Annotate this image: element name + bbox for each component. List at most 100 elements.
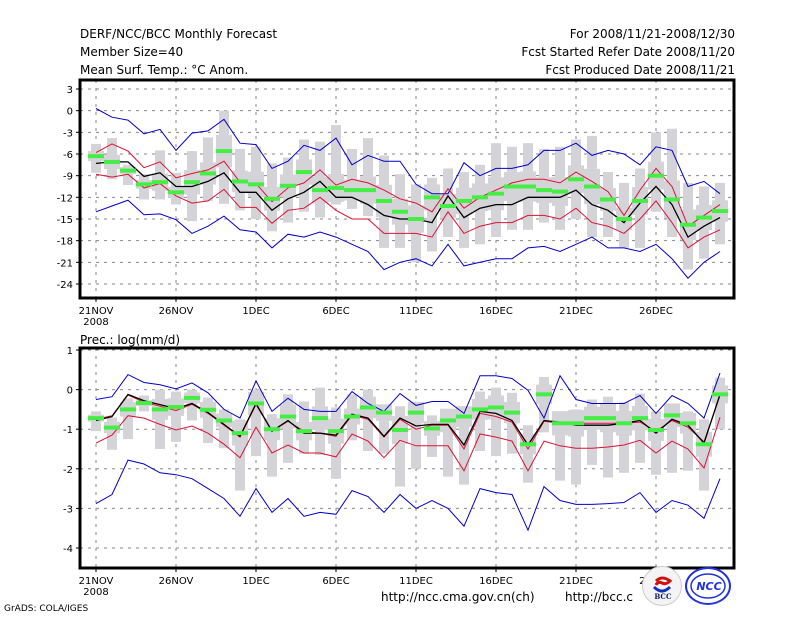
ensemble-mean-marker	[88, 416, 104, 421]
ensemble-mean-marker	[536, 188, 552, 193]
spread-box	[603, 396, 613, 478]
ytick-label: -3	[63, 128, 73, 139]
ytick-label: -15	[57, 215, 73, 226]
ensemble-mean-marker	[424, 426, 440, 431]
ensemble-mean-marker	[392, 427, 408, 432]
ytick-label: 3	[67, 85, 73, 96]
ensemble-mean-marker	[488, 405, 504, 410]
ytick-label: 1	[67, 346, 73, 357]
forecast-period: For 2008/11/21-2008/12/30	[569, 27, 735, 41]
ensemble-mean-marker	[456, 414, 472, 419]
ensemble-mean-marker	[424, 195, 440, 200]
ensemble-mean-marker	[520, 184, 536, 189]
ensemble-mean-marker	[552, 189, 568, 194]
bcc-logo-icon: BCC	[642, 566, 682, 606]
spread-box	[219, 409, 229, 449]
ensemble-mean-marker	[616, 421, 632, 426]
ensemble-mean-marker	[440, 418, 456, 423]
ensemble-mean-marker	[680, 222, 696, 227]
xtick-label: 11DEC	[399, 576, 433, 587]
forecast-start-date: Fcst Started Refer Date 2008/11/20	[521, 45, 735, 59]
series-line-lower-quartile	[95, 415, 721, 472]
ensemble-mean-marker	[104, 159, 120, 164]
spread-box	[427, 177, 437, 252]
ensemble-mean-marker	[168, 405, 184, 410]
ytick-label: 0	[67, 386, 73, 397]
ytick-label: -2	[63, 465, 73, 476]
ensemble-mean-marker	[632, 416, 648, 421]
ytick-label: -1	[63, 425, 73, 436]
ytick-label: -6	[63, 150, 73, 161]
bcc-url-link[interactable]: http://bcc.c	[565, 590, 633, 604]
ensemble-mean-marker	[408, 217, 424, 221]
xtick-label: 26NOV	[159, 576, 194, 587]
ensemble-mean-marker	[312, 188, 328, 193]
ensemble-mean-marker	[296, 429, 312, 434]
ensemble-mean-marker	[584, 184, 600, 189]
ensemble-mean-marker	[312, 416, 328, 421]
ensemble-mean-marker	[280, 414, 296, 419]
spread-box	[251, 389, 261, 457]
xtick-label: 21DEC	[559, 576, 593, 587]
ensemble-mean-marker	[648, 427, 664, 432]
ensemble-mean-marker	[136, 401, 152, 406]
ensemble-mean-marker	[472, 407, 488, 412]
ensemble-mean-marker	[696, 442, 712, 447]
ensemble-mean-marker	[344, 414, 360, 419]
ensemble-mean-marker	[120, 407, 136, 412]
grads-credit: GrADS: COLA/IGES	[4, 604, 89, 614]
ensemble-mean-marker	[232, 179, 248, 184]
spread-box	[123, 164, 133, 186]
ensemble-mean-marker	[408, 410, 424, 415]
ensemble-mean-marker	[472, 195, 488, 200]
ytick-label: 0	[67, 107, 73, 118]
ensemble-mean-marker	[264, 196, 280, 201]
series-line-lower-quartile	[95, 173, 721, 249]
ensemble-mean-marker	[712, 392, 728, 397]
ytick-label: -9	[63, 172, 73, 183]
ncc-url-link[interactable]: http://ncc.cma.gov.cn(ch)	[381, 590, 535, 604]
ensemble-mean-marker	[504, 184, 520, 189]
ensemble-mean-marker	[152, 180, 168, 185]
ensemble-mean-marker	[520, 442, 536, 447]
spread-box	[667, 404, 677, 473]
xtick-label: 21NOV	[79, 576, 114, 587]
plot-frame	[78, 346, 736, 570]
series-line-max	[95, 108, 721, 195]
spread-box	[235, 419, 245, 491]
ensemble-mean-marker	[568, 177, 584, 182]
ensemble-mean-marker	[296, 170, 312, 175]
spread-box	[651, 411, 661, 475]
ensemble-mean-marker	[136, 182, 152, 187]
ensemble-mean-marker	[360, 188, 376, 193]
top-panel-variable: Mean Surf. Temp.: °C Anom.	[80, 63, 249, 77]
ensemble-mean-marker	[712, 209, 728, 214]
ensemble-mean-marker	[280, 183, 296, 188]
series-line-min	[95, 459, 721, 532]
ytick-label: -3	[63, 504, 73, 515]
forecast-produced-date: Fcst Produced Date 2008/11/21	[545, 63, 735, 77]
ensemble-mean-marker	[152, 407, 168, 412]
ensemble-mean-marker	[696, 215, 712, 220]
spread-box	[587, 399, 597, 465]
spread-box	[571, 409, 581, 485]
ytick-label: -4	[63, 544, 73, 555]
ensemble-mean-marker	[488, 191, 504, 196]
spread-box	[715, 377, 725, 430]
ensemble-mean-marker	[264, 427, 280, 432]
xtick-label: 26DEC	[639, 306, 673, 317]
ensemble-mean-marker	[248, 401, 264, 406]
ensemble-mean-marker	[648, 173, 664, 178]
spread-box	[539, 376, 549, 433]
plot-frame	[78, 78, 736, 300]
ensemble-mean-marker	[328, 185, 344, 190]
xtick-label: 6DEC	[322, 306, 349, 317]
bottom-panel-variable: Prec.: log(mm/d)	[80, 333, 181, 347]
ensemble-mean-marker	[600, 197, 616, 202]
ncc-logo-text: NCC	[696, 580, 721, 593]
ensemble-mean-marker	[616, 217, 632, 221]
spread-box	[395, 406, 405, 487]
spread-box	[459, 425, 469, 485]
ensemble-mean-marker	[120, 168, 136, 173]
